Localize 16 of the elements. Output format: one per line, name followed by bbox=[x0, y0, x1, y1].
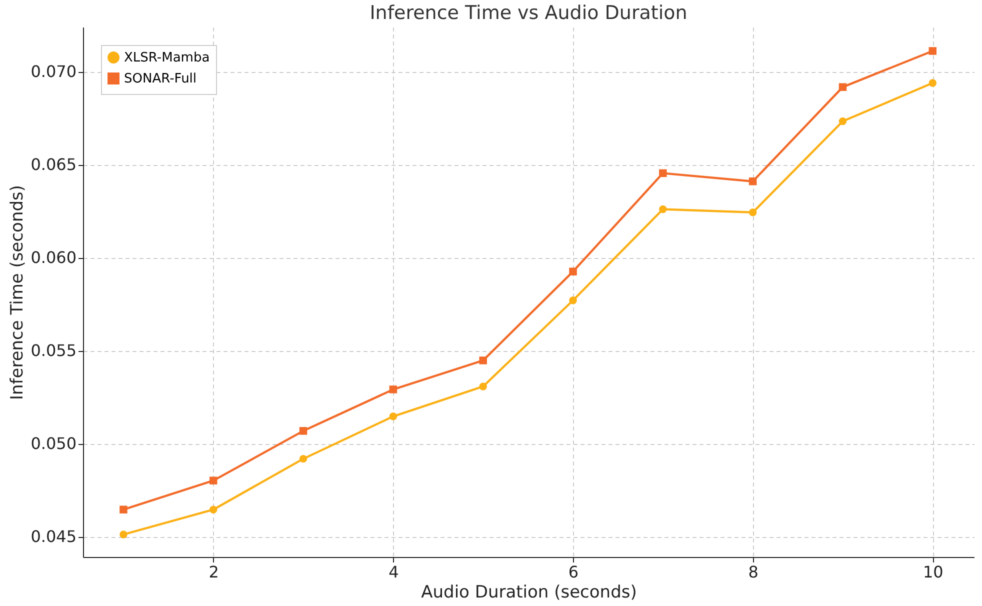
chart-title: Inference Time vs Audio Duration bbox=[370, 2, 688, 24]
x-tick-label: 8 bbox=[748, 562, 758, 582]
legend-label: XLSR-Mamba bbox=[124, 50, 210, 66]
x-axis-title: Audio Duration (seconds) bbox=[421, 582, 637, 602]
y-tick-label: 0.045 bbox=[30, 527, 76, 546]
y-tick-label: 0.055 bbox=[30, 341, 76, 360]
legend-label: SONAR-Full bbox=[124, 72, 197, 86]
x-tick-label: 2 bbox=[208, 562, 219, 582]
y-axis-title: Inference Time (seconds) bbox=[8, 184, 28, 400]
y-tick-label: 0.060 bbox=[30, 248, 76, 268]
y-tick-label: 0.070 bbox=[30, 62, 76, 82]
x-tick-label: 6 bbox=[568, 562, 579, 582]
x-tick-label: 10 bbox=[922, 562, 944, 582]
y-tick-label: 0.050 bbox=[30, 434, 76, 454]
y-tick-label: 0.065 bbox=[30, 155, 76, 174]
x-tick-label: 4 bbox=[388, 562, 399, 582]
